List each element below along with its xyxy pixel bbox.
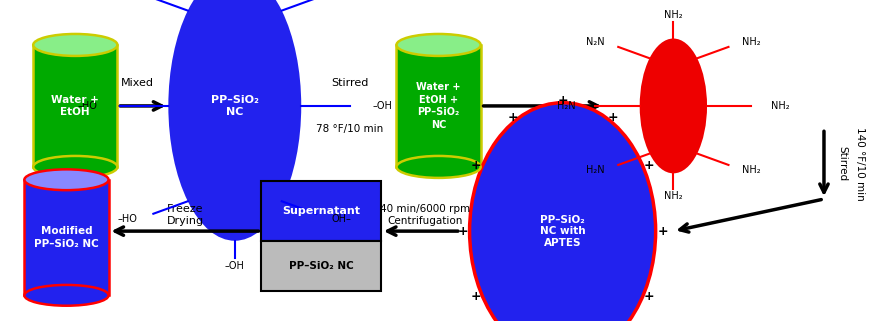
Text: Drying: Drying [167, 216, 204, 227]
Bar [261, 241, 381, 291]
Text: +: + [457, 225, 468, 238]
Text: Mixed: Mixed [120, 78, 154, 88]
Bar [396, 45, 480, 167]
Text: Stirred: Stirred [837, 146, 847, 181]
Text: +: + [644, 159, 655, 172]
Text: –OH: –OH [225, 261, 245, 272]
Text: +: + [608, 111, 618, 124]
Text: Modified
PP–SiO₂ NC: Modified PP–SiO₂ NC [34, 226, 99, 249]
Text: 40 min/6000 rpm: 40 min/6000 rpm [380, 204, 470, 214]
Text: Stirred: Stirred [331, 78, 369, 88]
Text: Water +
EtOH +
PP–SiO₂
NC: Water + EtOH + PP–SiO₂ NC [416, 82, 461, 130]
Text: +: + [557, 94, 568, 107]
Ellipse shape [25, 169, 108, 190]
Text: +: + [508, 111, 517, 124]
Text: NH₂: NH₂ [771, 101, 789, 111]
Ellipse shape [168, 0, 301, 241]
Text: Centrifugation: Centrifugation [387, 216, 463, 227]
Text: NH₂: NH₂ [664, 10, 683, 21]
Text: Supernatant: Supernatant [282, 206, 361, 216]
Bar [261, 181, 381, 241]
Text: N₂N: N₂N [586, 37, 604, 47]
Text: PP–SiO₂
NC: PP–SiO₂ NC [211, 95, 259, 117]
Text: –HO: –HO [78, 101, 97, 111]
Bar [24, 180, 108, 295]
Ellipse shape [640, 39, 707, 173]
Text: +: + [657, 225, 668, 238]
Ellipse shape [34, 156, 117, 178]
Text: +: + [470, 159, 481, 172]
Ellipse shape [470, 103, 656, 321]
Text: +: + [644, 290, 655, 303]
Text: PP–SiO₂
NC with
APTES: PP–SiO₂ NC with APTES [540, 214, 586, 248]
Ellipse shape [396, 156, 480, 178]
Text: Water +
EtOH: Water + EtOH [51, 95, 99, 117]
Text: +: + [470, 290, 481, 303]
Ellipse shape [396, 34, 480, 56]
Text: OH–: OH– [332, 214, 352, 224]
Ellipse shape [25, 285, 108, 306]
Text: –OH: –OH [372, 101, 392, 111]
Text: 78 °F/10 min: 78 °F/10 min [316, 124, 384, 134]
Text: NH₂: NH₂ [664, 191, 683, 202]
Text: H₂N: H₂N [586, 165, 604, 175]
Text: NH₂: NH₂ [742, 165, 761, 175]
Text: PP–SiO₂ NC: PP–SiO₂ NC [289, 261, 354, 271]
Text: 140 °F/10 min: 140 °F/10 min [855, 127, 865, 201]
Bar [34, 45, 117, 167]
Ellipse shape [34, 34, 117, 56]
Text: Freeze: Freeze [167, 204, 203, 214]
Text: NH₂: NH₂ [742, 37, 761, 47]
Text: H₂N: H₂N [557, 101, 576, 111]
Text: –HO: –HO [118, 214, 137, 224]
